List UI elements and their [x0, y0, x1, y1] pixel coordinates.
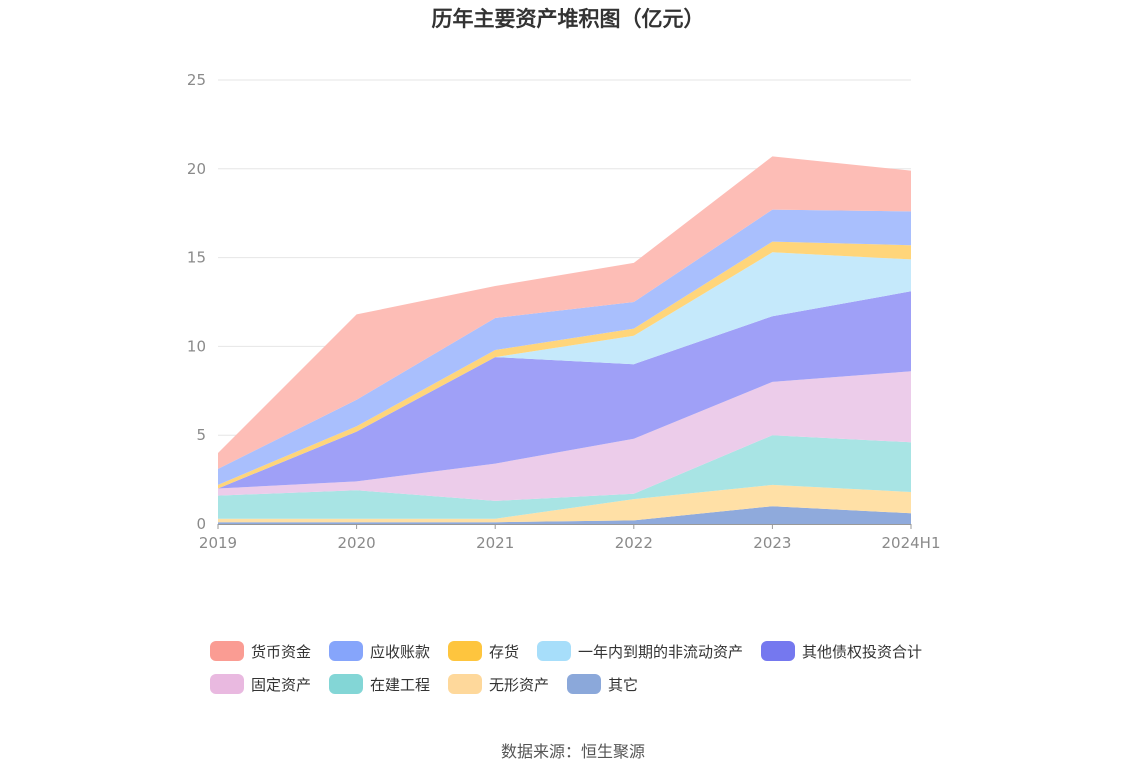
legend-item-一年内到期的非流动资产[interactable]: 一年内到期的非流动资产: [537, 641, 743, 661]
legend-label: 一年内到期的非流动资产: [578, 643, 743, 661]
x-tick-label: 2022: [615, 534, 653, 552]
legend-item-应收账款[interactable]: 应收账款: [329, 641, 430, 661]
legend-swatch: [537, 641, 571, 661]
y-tick-label: 10: [187, 337, 206, 355]
legend-item-存货[interactable]: 存货: [448, 641, 519, 661]
legend-item-固定资产[interactable]: 固定资产: [210, 674, 311, 694]
legend-swatch: [329, 641, 363, 661]
legend-label: 应收账款: [370, 643, 430, 661]
x-tick-label: 2020: [338, 534, 376, 552]
source-note: 数据来源：恒生聚源: [501, 742, 645, 761]
area-应收账款: [218, 209, 911, 485]
legend-item-其他债权投资合计[interactable]: 其他债权投资合计: [761, 641, 922, 661]
legend-swatch: [567, 674, 601, 694]
legend-item-无形资产[interactable]: 无形资产: [448, 674, 549, 694]
area-在建工程: [218, 435, 911, 519]
legend-item-货币资金[interactable]: 货币资金: [210, 641, 311, 661]
x-tick-label: 2019: [199, 534, 237, 552]
area-货币资金: [218, 156, 911, 469]
y-tick-label: 20: [187, 160, 206, 178]
legend-label: 固定资产: [251, 676, 311, 694]
area-一年内到期的非流动资产: [218, 252, 911, 489]
y-tick-label: 25: [187, 71, 206, 89]
legend-swatch: [448, 674, 482, 694]
legend-swatch: [210, 641, 244, 661]
legend-label: 存货: [489, 643, 519, 661]
legend-label: 其他债权投资合计: [802, 643, 922, 661]
chart-title: 历年主要资产堆积图（亿元）: [432, 7, 705, 31]
legend-item-在建工程[interactable]: 在建工程: [329, 674, 430, 694]
area-其他债权投资合计: [218, 291, 911, 489]
y-tick-label: 0: [196, 515, 206, 533]
legend-swatch: [761, 641, 795, 661]
y-tick-label: 5: [196, 426, 206, 444]
legend-label: 其它: [608, 676, 638, 694]
area-series: [218, 156, 911, 524]
x-tick-label: 2023: [753, 534, 791, 552]
x-tick-label: 2024H1: [882, 534, 941, 552]
legend-label: 无形资产: [489, 676, 549, 694]
legend-swatch: [329, 674, 363, 694]
x-tick-label: 2021: [476, 534, 514, 552]
area-固定资产: [218, 371, 911, 501]
legend-swatch: [448, 641, 482, 661]
legend-label: 在建工程: [370, 676, 430, 694]
area-其它: [218, 506, 911, 524]
area-无形资产: [218, 484, 911, 523]
axes: 0 5 10 15 20 25 2019 2020 2021 2022 2023 2024H1: [187, 71, 941, 552]
legend-label: 货币资金: [251, 643, 311, 661]
y-tick-label: 15: [187, 249, 206, 267]
legend-swatch: [210, 674, 244, 694]
legend-item-其它[interactable]: 其它: [567, 674, 638, 694]
